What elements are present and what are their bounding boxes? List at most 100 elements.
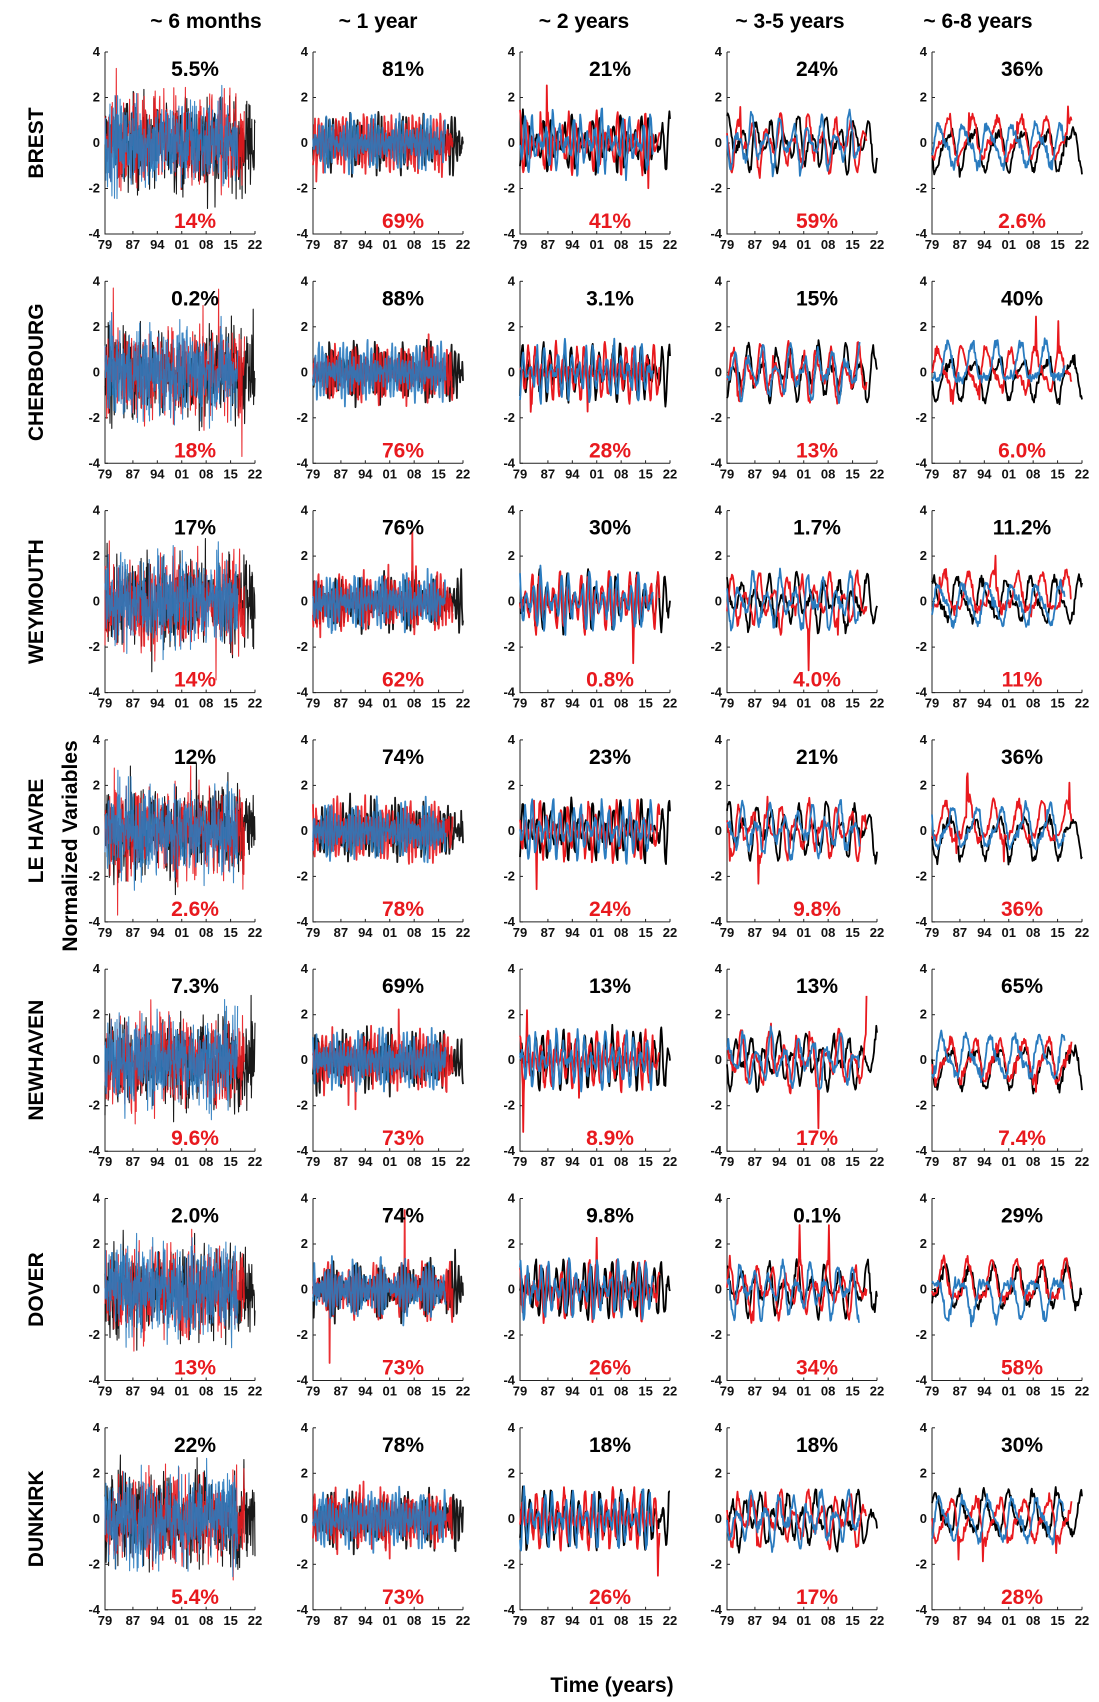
column-title-5: ~ 6-8 years [923, 10, 1032, 33]
y-tick-label: 2 [301, 548, 308, 563]
x-tick-label: 01 [797, 925, 811, 940]
y-tick-label: 0 [508, 364, 515, 379]
x-tick-label: 79 [306, 696, 320, 711]
x-tick-label: 01 [175, 237, 189, 252]
x-tick-label: 15 [638, 466, 652, 481]
x-tick-label: 22 [870, 466, 884, 481]
x-tick-label: 94 [772, 696, 787, 711]
x-tick-label: 22 [663, 1384, 677, 1399]
y-tick-label: 0 [715, 135, 722, 150]
x-tick-label: 87 [541, 1154, 555, 1169]
y-tick-label: 4 [301, 273, 309, 288]
panel-newhaven-1: -4 -2 0 2 4 79 87 94 01 08 15 22 7.3% 9.6% [88, 961, 262, 1169]
y-tick-label: 4 [93, 503, 101, 518]
x-tick-label: 22 [248, 1154, 262, 1169]
x-tick-label: 87 [953, 466, 967, 481]
x-tick-label: 79 [513, 466, 527, 481]
x-tick-label: 22 [870, 696, 884, 711]
series-blue-line [931, 1029, 1066, 1084]
series-blue-line [931, 120, 1066, 172]
y-tick-label: -2 [710, 1556, 722, 1571]
y-tick-label: -2 [710, 1327, 722, 1342]
x-tick-label: 01 [797, 1613, 811, 1628]
x-tick-label: 94 [565, 925, 580, 940]
y-tick-label: -4 [296, 455, 308, 470]
series-blue-line [519, 1257, 654, 1321]
x-tick-label: 94 [358, 466, 373, 481]
x-tick-label: 15 [431, 925, 445, 940]
series-blue-line [104, 84, 239, 200]
y-tick-label: 4 [920, 44, 928, 59]
y-tick-label: 4 [508, 1420, 516, 1435]
y-tick-label: 2 [920, 1236, 927, 1251]
bottom-percentage-label: 36% [1001, 898, 1043, 921]
x-tick-label: 01 [590, 925, 604, 940]
y-tick-label: -2 [296, 181, 308, 196]
bottom-percentage-label: 69% [382, 210, 424, 233]
y-tick-label: 4 [508, 44, 516, 59]
x-tick-label: 79 [306, 237, 320, 252]
y-tick-label: 4 [508, 273, 516, 288]
y-tick-label: 2 [715, 1236, 722, 1251]
y-tick-label: 2 [920, 1465, 927, 1480]
y-tick-label: 4 [93, 1420, 101, 1435]
x-tick-label: 08 [199, 925, 213, 940]
x-tick-label: 94 [772, 237, 787, 252]
top-percentage-label: 7.3% [171, 975, 219, 998]
bottom-percentage-label: 28% [1001, 1586, 1043, 1609]
top-percentage-label: 17% [174, 517, 216, 540]
x-tick-label: 87 [334, 1384, 348, 1399]
y-tick-label: 2 [301, 90, 308, 105]
x-tick-label: 79 [306, 1154, 320, 1169]
y-tick-label: -4 [503, 455, 515, 470]
x-tick-label: 01 [1002, 466, 1016, 481]
x-tick-label: 22 [663, 466, 677, 481]
y-tick-label: -2 [88, 1098, 100, 1113]
series-blue-line [519, 107, 654, 182]
x-tick-label: 94 [358, 925, 373, 940]
y-tick-label: -4 [296, 1373, 308, 1388]
y-tick-label: 2 [508, 1465, 515, 1480]
x-tick-label: 01 [1002, 1154, 1016, 1169]
y-tick-label: 4 [715, 732, 723, 747]
series-red-line [931, 315, 1073, 405]
x-tick-label: 08 [407, 696, 421, 711]
top-percentage-label: 36% [1001, 58, 1043, 81]
x-tick-label: 79 [925, 1154, 939, 1169]
series-blue-line [726, 567, 861, 632]
x-tick-label: 79 [720, 466, 734, 481]
y-tick-label: 0 [93, 1052, 100, 1067]
x-tick-label: 15 [223, 237, 237, 252]
x-tick-label: 94 [565, 466, 580, 481]
y-tick-label: -4 [88, 1143, 100, 1158]
x-tick-label: 01 [383, 466, 397, 481]
y-tick-label: 4 [920, 1191, 928, 1206]
x-tick-label: 08 [614, 466, 628, 481]
x-tick-label: 79 [720, 1154, 734, 1169]
series-blue-line [931, 1493, 1065, 1546]
panel-dover-5: -4 -2 0 2 4 79 87 94 01 08 15 22 29% 58% [915, 1191, 1089, 1399]
y-tick-label: 4 [508, 503, 516, 518]
top-percentage-label: 30% [1001, 1434, 1043, 1457]
y-tick-label: 4 [301, 961, 309, 976]
y-tick-label: 2 [93, 1465, 100, 1480]
x-tick-label: 01 [1002, 1613, 1016, 1628]
top-percentage-label: 21% [589, 58, 631, 81]
station-label-dover: DOVER [25, 1252, 48, 1327]
y-tick-label: -2 [88, 410, 100, 425]
panel-le-havre-4: -4 -2 0 2 4 79 87 94 01 08 15 22 21% 9.8% [710, 732, 884, 940]
x-tick-label: 15 [1050, 696, 1064, 711]
x-tick-label: 87 [126, 696, 140, 711]
y-tick-label: 2 [920, 548, 927, 563]
x-tick-label: 08 [821, 1384, 835, 1399]
bottom-percentage-label: 76% [382, 439, 424, 462]
x-tick-label: 22 [456, 1613, 470, 1628]
bottom-percentage-label: 2.6% [171, 898, 219, 921]
panel-weymouth-3: -4 -2 0 2 4 79 87 94 01 08 15 22 30% 0.8% [503, 503, 677, 711]
x-tick-label: 87 [334, 696, 348, 711]
x-tick-label: 79 [306, 466, 320, 481]
x-tick-label: 79 [925, 237, 939, 252]
y-tick-label: 4 [508, 732, 516, 747]
series-blue-line [312, 1255, 447, 1327]
y-tick-label: 0 [93, 594, 100, 609]
